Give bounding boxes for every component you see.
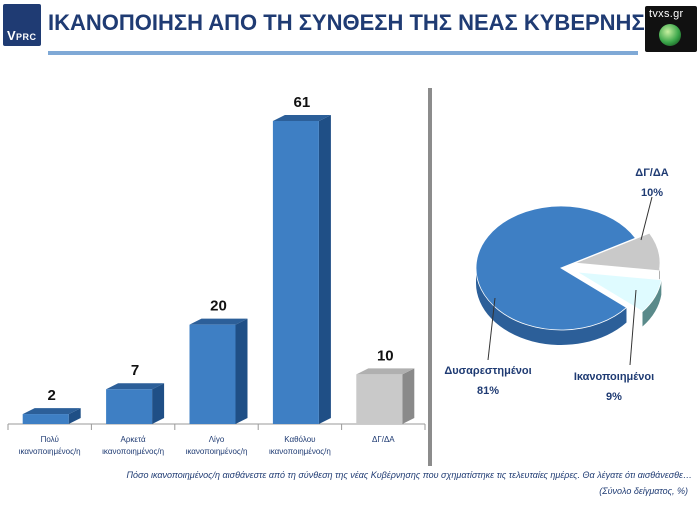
bar-side bbox=[318, 115, 331, 424]
logo-v: V bbox=[7, 28, 16, 43]
pie-leader-line bbox=[487, 297, 496, 361]
page-title: ΙΚΑΝΟΠΟΙΗΣΗ ΑΠΟ ΤΗ ΣΥΝΘΕΣΗ ΤΗΣ ΝΕΑΣ ΚΥΒΕ… bbox=[48, 10, 674, 35]
x-tick-label: ικανοποιημένος/η bbox=[19, 447, 81, 456]
bar-top bbox=[189, 318, 248, 325]
survey-question: Πόσο ικανοποιημένος/η αισθάνεστε από τη … bbox=[126, 470, 692, 480]
bar bbox=[356, 374, 403, 424]
pie-slice-side bbox=[476, 268, 627, 346]
x-tick-label: Λίγο bbox=[209, 435, 225, 444]
bar bbox=[189, 324, 236, 424]
bar-top bbox=[356, 368, 415, 375]
bar-value-label: 2 bbox=[48, 387, 56, 404]
bar-side bbox=[402, 368, 415, 424]
bar-value-label: 61 bbox=[294, 94, 311, 111]
x-tick-label: ΔΓ/ΔΑ bbox=[372, 435, 395, 444]
bar-side bbox=[235, 318, 248, 424]
title-underline bbox=[48, 51, 638, 55]
pie-slice-value: 81% bbox=[477, 385, 499, 397]
bar bbox=[22, 414, 69, 424]
pie-slice bbox=[576, 271, 662, 313]
bar-value-label: 10 bbox=[377, 347, 394, 364]
x-tick-label: Αρκετά bbox=[121, 435, 147, 444]
pie-slice bbox=[574, 232, 661, 272]
vprc-logo: V PRC bbox=[3, 4, 41, 46]
logo-prc: PRC bbox=[16, 32, 37, 42]
bar-value-label: 7 bbox=[131, 362, 139, 379]
bar bbox=[106, 389, 153, 424]
bar-top bbox=[22, 408, 81, 415]
x-tick-label: ικανοποιημένος/η bbox=[269, 447, 331, 456]
x-tick-label: ικανοποιημένος/η bbox=[186, 447, 248, 456]
globe-icon bbox=[659, 24, 681, 46]
pie-slice-side bbox=[642, 279, 662, 327]
x-tick-label: Καθόλου bbox=[284, 435, 315, 444]
pie-leader-line bbox=[640, 196, 653, 241]
pie-slice-label: Ικανοποιημένοι bbox=[574, 371, 654, 383]
x-tick-label: Πολύ bbox=[41, 435, 59, 444]
pie-slice-value: 10% bbox=[641, 187, 663, 199]
bar-top bbox=[272, 115, 331, 121]
pie-slice-label: ΔΓ/ΔΑ bbox=[635, 167, 668, 179]
bar-value-label: 20 bbox=[210, 298, 227, 315]
pie-leader-line bbox=[629, 289, 637, 366]
tvxs-logo-text: tvxs.gr bbox=[649, 8, 684, 20]
bar-side bbox=[152, 383, 165, 424]
chart-separator bbox=[428, 88, 432, 466]
pie-slice-value: 9% bbox=[606, 391, 622, 403]
tvxs-logo: tvxs.gr bbox=[645, 6, 697, 52]
bar-top bbox=[106, 383, 165, 390]
pie-slice bbox=[475, 205, 637, 331]
bar bbox=[272, 121, 319, 424]
pie-slice-label: Δυσαρεστημένοι bbox=[444, 365, 531, 377]
sample-note: (Σύνολο δείγματος, %) bbox=[599, 486, 688, 496]
x-tick-label: ικανοποιημένος/η bbox=[102, 447, 164, 456]
bar-side bbox=[68, 408, 81, 424]
